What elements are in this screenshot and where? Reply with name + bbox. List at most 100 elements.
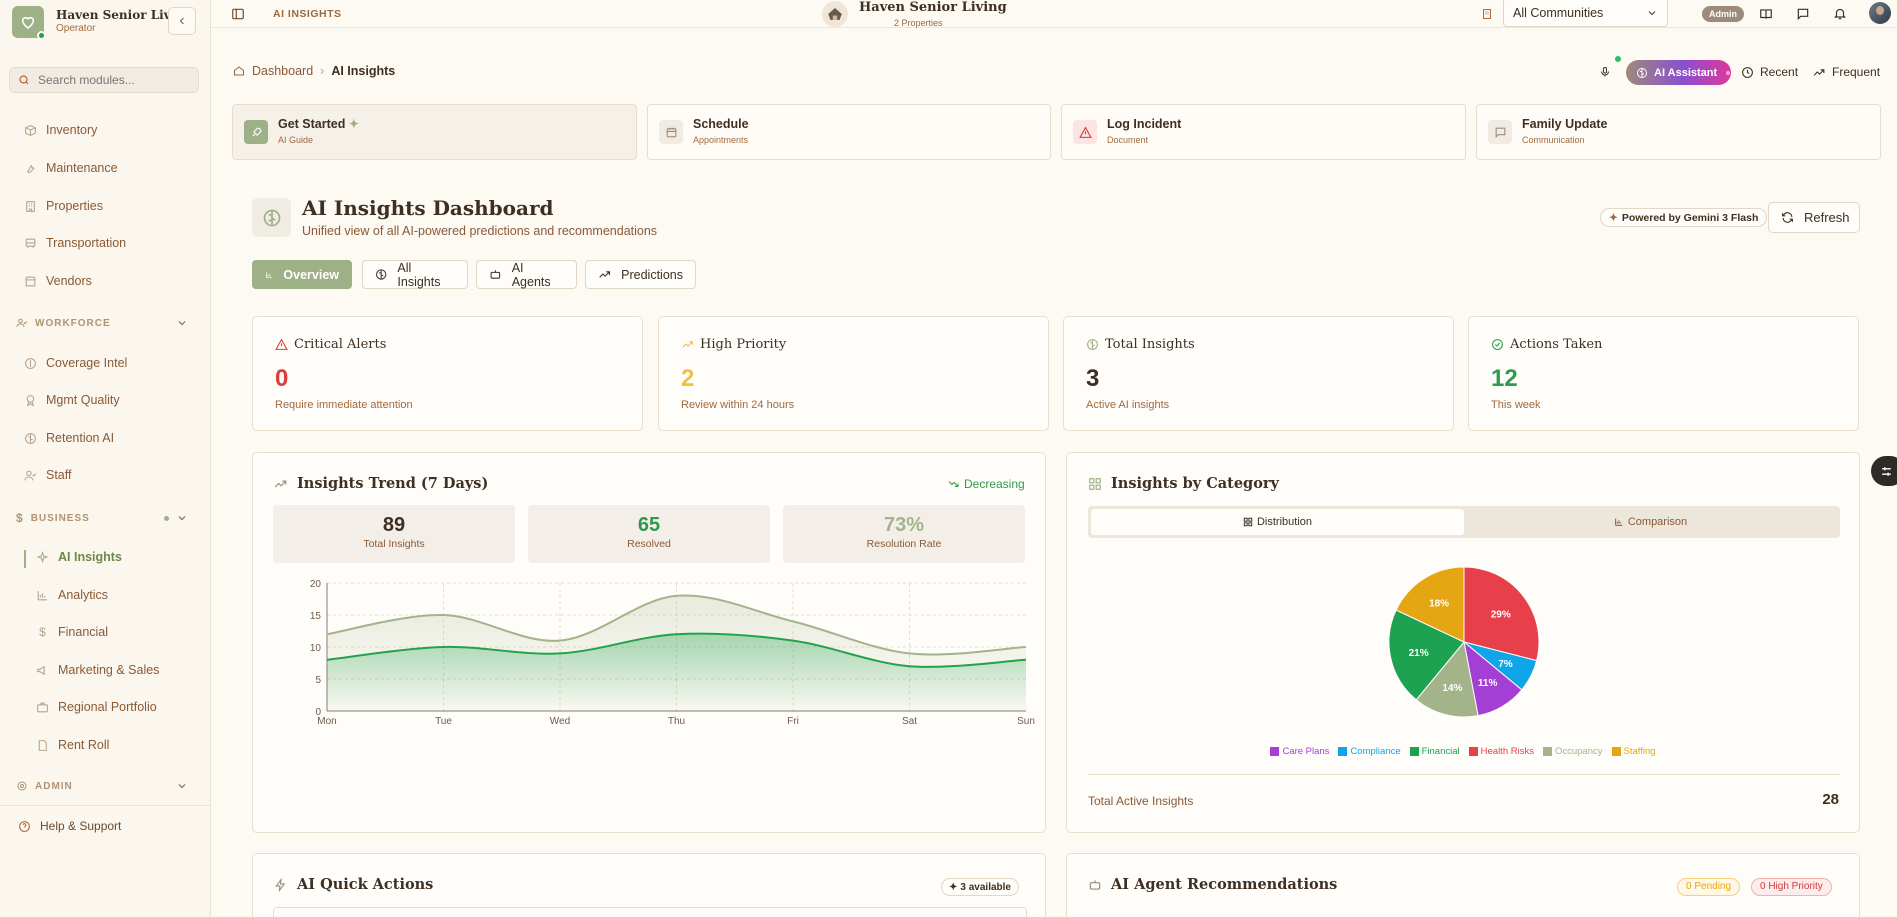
sidebar-item-label: Retention AI — [46, 431, 115, 445]
trending-up-icon — [599, 271, 610, 278]
building-icon — [26, 200, 35, 212]
sidebar-item-mgmt-quality[interactable]: Mgmt Quality — [24, 390, 120, 410]
quick-action-icon — [244, 120, 268, 144]
sidebar-item-rent-roll[interactable]: Rent Roll — [36, 735, 109, 755]
refresh-button[interactable]: Refresh — [1768, 202, 1860, 233]
frequent-button[interactable]: Frequent — [1812, 65, 1880, 79]
series-line — [326, 632, 1027, 668]
available-badge: ✦ 3 available — [941, 878, 1019, 896]
award-icon — [26, 394, 35, 407]
quick-action-sub: AI Guide — [278, 135, 314, 145]
panel-toggle-icon[interactable] — [231, 7, 245, 21]
search-input[interactable] — [38, 73, 188, 87]
bar-chart-icon — [266, 271, 273, 278]
book-icon[interactable] — [1759, 7, 1773, 21]
quick-action-log-incident[interactable]: Log Incident Document — [1061, 104, 1466, 160]
tab-ai-agents[interactable]: AI Agents — [476, 260, 577, 289]
community-select[interactable]: All Communities — [1503, 0, 1668, 27]
megaphone-icon — [37, 665, 45, 675]
y-tick-label: 10 — [310, 643, 322, 654]
sidebar-item-retention-ai[interactable]: Retention AI — [24, 428, 114, 448]
insights-category-card: Insights by Category Distribution Compar… — [1066, 452, 1860, 833]
sidebar-item-marketing-sales[interactable]: Marketing & Sales — [36, 660, 159, 680]
org-name: Haven Senior Livi... — [56, 8, 188, 22]
bell-icon[interactable] — [1833, 6, 1847, 21]
tab-label: Distribution — [1256, 516, 1313, 528]
sidebar-item-vendors[interactable]: Vendors — [24, 271, 92, 291]
section-workforce[interactable]: WORKFORCE — [16, 317, 188, 329]
series-area — [327, 633, 1026, 711]
grid-icon — [1243, 517, 1253, 527]
stat-card-critical-alerts: Critical Alerts 0 Require immediate atte… — [252, 316, 643, 431]
dollar-icon: $ — [16, 511, 24, 525]
heart-icon — [21, 16, 35, 29]
avatar[interactable] — [1869, 2, 1891, 24]
ai-agent-recommendations-card: AI Agent Recommendations 0 Pending 0 Hig… — [1066, 853, 1860, 917]
quick-action-title: Log Incident — [1107, 117, 1182, 131]
tab-label: AI Agents — [511, 260, 551, 289]
page-icon — [252, 198, 291, 237]
tab-all-insights[interactable]: All Insights — [362, 260, 468, 289]
users-icon — [16, 318, 28, 328]
tab-predictions[interactable]: Predictions — [585, 260, 696, 289]
legend-label: Occupancy — [1554, 746, 1603, 757]
sidebar-item-analytics[interactable]: Analytics — [36, 585, 108, 605]
powered-by-badge: ✦ Powered by Gemini 3 Flash — [1600, 208, 1768, 227]
trend-status-text: Decreasing — [964, 477, 1025, 491]
message-icon[interactable] — [1796, 7, 1810, 21]
sidebar-item-staff[interactable]: Staff — [24, 465, 71, 485]
tab-overview[interactable]: Overview — [252, 260, 352, 289]
sidebar-item-regional-portfolio[interactable]: Regional Portfolio — [36, 697, 157, 717]
quick-action-icon — [1488, 120, 1512, 144]
x-tick-label: Wed — [550, 716, 570, 727]
recent-button[interactable]: Recent — [1741, 65, 1798, 79]
sidebar-item-label: Maintenance — [46, 161, 118, 175]
sidebar-item-transportation[interactable]: Transportation — [24, 233, 126, 253]
tab-distribution[interactable]: Distribution — [1091, 509, 1464, 535]
trending-down-icon — [948, 481, 959, 487]
sidebar-item-properties[interactable]: Properties — [24, 196, 103, 216]
pie-slice — [1388, 609, 1465, 701]
quick-action-get-started[interactable]: Get Started ✦ AI Guide — [232, 104, 637, 160]
sidebar-item-maintenance[interactable]: Maintenance — [24, 158, 118, 178]
sidebar-item-coverage-intel[interactable]: Coverage Intel — [24, 353, 127, 373]
tab-comparison[interactable]: Comparison — [1464, 509, 1837, 535]
pie-slice-label: 29% — [1491, 609, 1511, 620]
trend-chart: 0 5 10 15 20 Mon Tue Wed Thu Fri Sat Sun — [310, 579, 1035, 727]
quick-action-schedule[interactable]: Schedule Appointments — [647, 104, 1051, 160]
stat-title: High Priority — [681, 337, 786, 352]
sidebar-item-ai-insights[interactable]: AI Insights — [36, 547, 122, 567]
briefcase-icon — [37, 702, 48, 712]
breadcrumb-home[interactable]: Dashboard — [252, 64, 314, 78]
legend-item: Financial — [1409, 746, 1460, 757]
recent-label: Recent — [1760, 65, 1799, 79]
sidebar-item-financial[interactable]: $ Financial — [36, 622, 108, 642]
search-box[interactable] — [9, 67, 199, 93]
sidebar-item-label: Vendors — [46, 274, 92, 288]
section-business[interactable]: $ BUSINESS — [16, 511, 188, 525]
section-title: AI INSIGHTS — [273, 8, 342, 20]
online-dot — [37, 31, 46, 40]
mini-label: Resolution Rate — [866, 538, 942, 550]
mini-value: 65 — [637, 514, 661, 536]
quick-action-family-update[interactable]: Family Update Communication — [1476, 104, 1881, 160]
pie-slice-label: 7% — [1498, 659, 1513, 670]
microphone-icon[interactable] — [1599, 65, 1611, 79]
sidebar-divider — [0, 805, 210, 806]
filter-side-button[interactable] — [1871, 456, 1897, 486]
ai-assistant-button[interactable]: AI Assistant — [1626, 60, 1731, 85]
help-support-link[interactable]: Help & Support — [18, 816, 121, 836]
collapse-sidebar-button[interactable] — [168, 7, 196, 35]
quick-action-sub: Appointments — [693, 135, 749, 145]
quick-action-sub: Communication — [1522, 135, 1585, 145]
pie-slice — [1415, 640, 1479, 718]
mini-label: Resolved — [627, 538, 671, 550]
sparkles-icon: ✦ — [348, 117, 359, 131]
file-icon — [38, 739, 47, 751]
legend-swatch — [1409, 747, 1419, 756]
org-logo[interactable] — [12, 6, 46, 40]
available-label: 3 available — [960, 881, 1011, 893]
section-admin[interactable]: ADMIN — [16, 780, 188, 792]
org-role: Operator — [56, 23, 96, 34]
sidebar-item-inventory[interactable]: Inventory — [24, 120, 97, 140]
